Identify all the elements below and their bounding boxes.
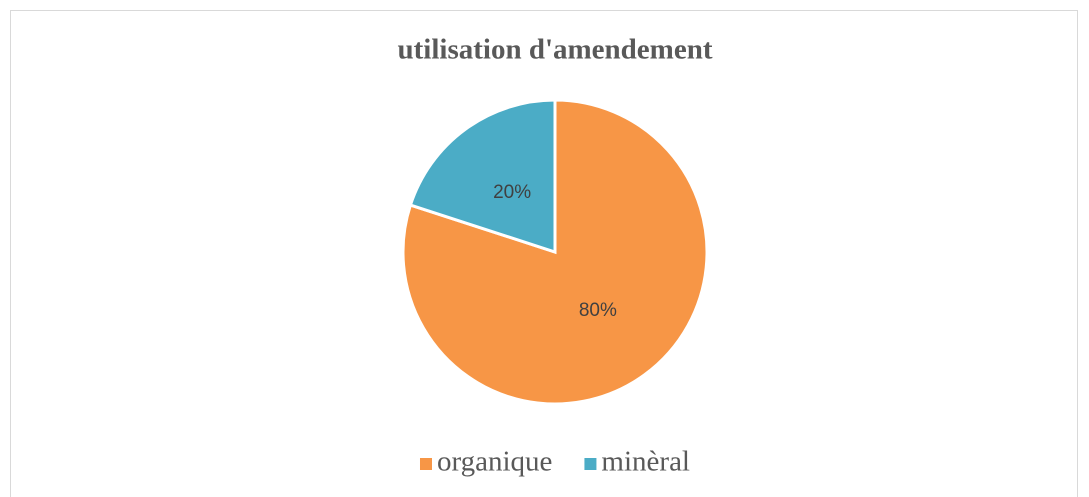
legend-swatch <box>419 458 432 470</box>
pie-slice <box>408 98 557 255</box>
legend-swatch <box>584 458 597 470</box>
chart-title: utilisation d'amendement <box>398 34 713 66</box>
value-label: 20% <box>493 182 531 203</box>
legend-label: organique <box>437 446 552 478</box>
value-label: 80% <box>579 300 617 321</box>
legend-label: minèral <box>601 446 690 478</box>
